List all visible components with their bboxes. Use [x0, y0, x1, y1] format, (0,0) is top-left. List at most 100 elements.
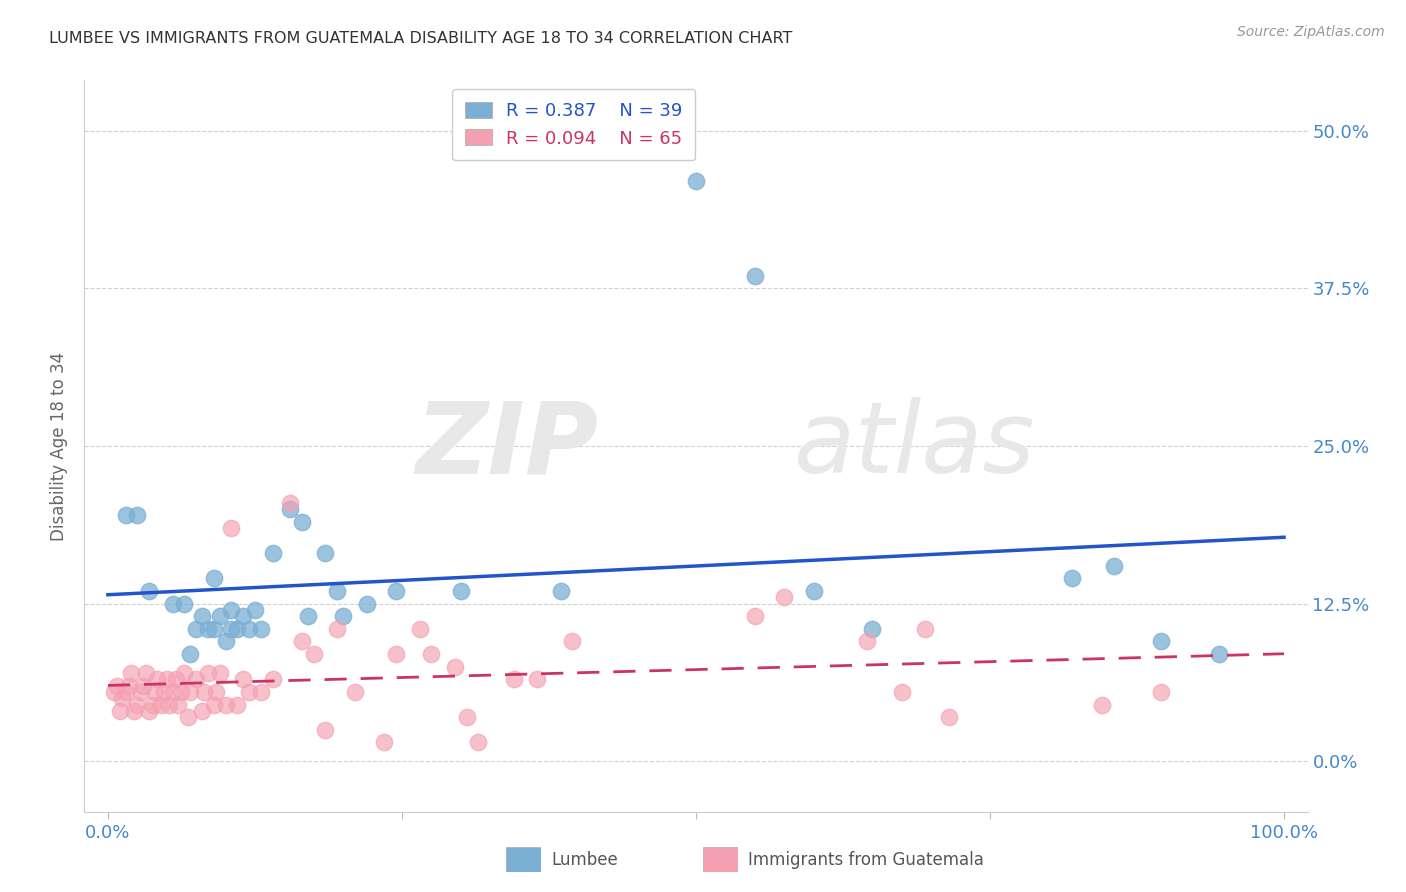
Point — [114, 685, 136, 699]
Point — [202, 571, 225, 585]
Text: Lumbee: Lumbee — [551, 851, 617, 869]
Point — [467, 735, 489, 749]
Point — [385, 647, 408, 661]
Point — [179, 647, 201, 661]
Point — [803, 584, 825, 599]
Point — [162, 685, 184, 699]
Text: atlas: atlas — [794, 398, 1035, 494]
Point — [561, 634, 583, 648]
Point — [855, 634, 877, 648]
Point — [744, 609, 766, 624]
Point — [1149, 685, 1171, 699]
Point — [146, 673, 169, 687]
Point — [170, 685, 193, 699]
Point — [202, 622, 225, 636]
Point — [550, 584, 572, 599]
Point — [138, 704, 160, 718]
Point — [744, 268, 766, 283]
Point — [526, 673, 548, 687]
Point — [238, 622, 260, 636]
Legend: R = 0.387    N = 39, R = 0.094    N = 65: R = 0.387 N = 39, R = 0.094 N = 65 — [453, 89, 695, 161]
Point — [1102, 558, 1125, 573]
Point — [167, 698, 190, 712]
Point — [202, 698, 225, 712]
Point — [343, 685, 366, 699]
Point — [456, 710, 478, 724]
Point — [132, 679, 155, 693]
Point — [232, 609, 254, 624]
Point — [127, 508, 149, 523]
Point — [103, 685, 125, 699]
Text: Immigrants from Guatemala: Immigrants from Guatemala — [748, 851, 984, 869]
Point — [221, 622, 243, 636]
Point — [408, 622, 430, 636]
Point — [191, 609, 214, 624]
Point — [297, 609, 319, 624]
Point — [105, 679, 128, 693]
Point — [118, 679, 141, 693]
Point — [138, 584, 160, 599]
Point — [214, 634, 236, 648]
Point — [314, 723, 336, 737]
Point — [278, 502, 301, 516]
Point — [938, 710, 960, 724]
Point — [444, 659, 467, 673]
Point — [326, 622, 349, 636]
Point — [221, 603, 243, 617]
Point — [1091, 698, 1114, 712]
Point — [208, 665, 231, 680]
Point — [226, 698, 249, 712]
Point — [108, 704, 131, 718]
Point — [860, 622, 883, 636]
Point — [205, 685, 228, 699]
Point — [143, 685, 166, 699]
Point — [184, 673, 207, 687]
Point — [249, 685, 271, 699]
Point — [135, 665, 157, 680]
Point — [149, 698, 172, 712]
Point — [156, 673, 179, 687]
Point — [291, 515, 314, 529]
Point — [890, 685, 912, 699]
Point — [420, 647, 443, 661]
Point — [208, 609, 231, 624]
Point — [162, 597, 184, 611]
Point — [1208, 647, 1230, 661]
Point — [238, 685, 260, 699]
Point — [111, 691, 134, 706]
Point — [243, 603, 266, 617]
Point — [120, 665, 142, 680]
Point — [177, 710, 200, 724]
Point — [179, 685, 201, 699]
Point — [221, 521, 243, 535]
Point — [232, 673, 254, 687]
Point — [191, 704, 214, 718]
Point — [773, 591, 796, 605]
Text: ZIP: ZIP — [415, 398, 598, 494]
Point — [356, 597, 378, 611]
Point — [326, 584, 349, 599]
Point — [314, 546, 336, 560]
Point — [165, 673, 187, 687]
Point — [197, 665, 219, 680]
Point — [278, 496, 301, 510]
Point — [157, 698, 180, 712]
Point — [914, 622, 936, 636]
Point — [122, 704, 145, 718]
Point — [302, 647, 325, 661]
Point — [153, 685, 176, 699]
Point — [249, 622, 271, 636]
Point — [1149, 634, 1171, 648]
Point — [142, 698, 165, 712]
Point — [127, 698, 149, 712]
Point — [262, 546, 284, 560]
Point — [385, 584, 408, 599]
Point — [373, 735, 395, 749]
Point — [193, 685, 215, 699]
Point — [502, 673, 524, 687]
Point — [332, 609, 354, 624]
Point — [262, 673, 284, 687]
Point — [1062, 571, 1084, 585]
Point — [450, 584, 472, 599]
Point — [214, 698, 236, 712]
